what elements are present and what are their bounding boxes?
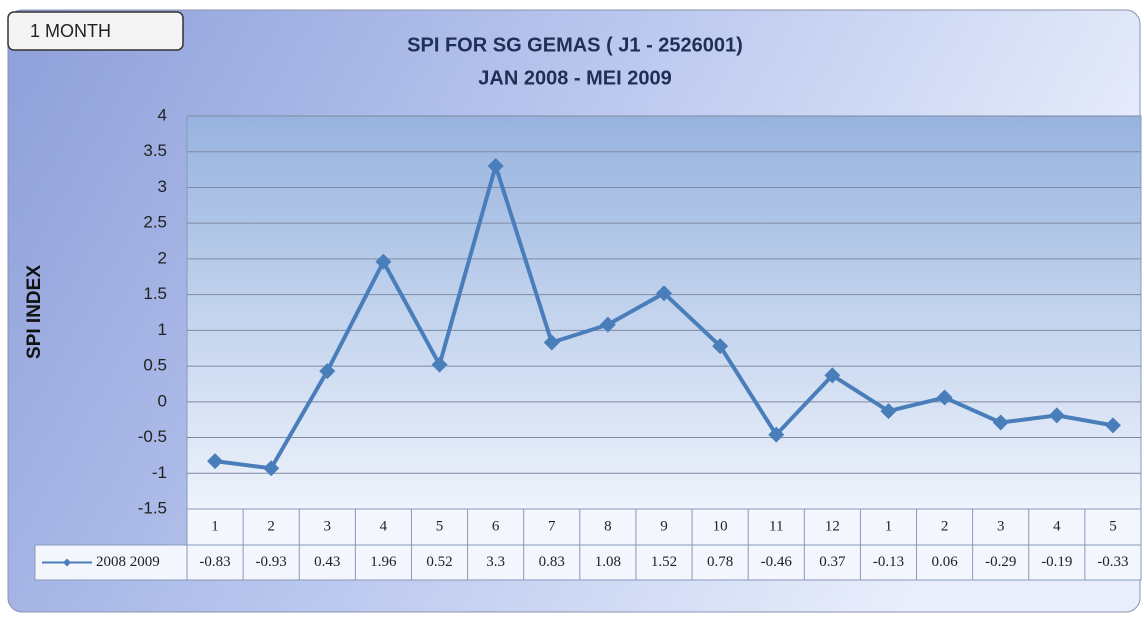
point-marker [1048, 407, 1065, 424]
y-tick-label: 4 [158, 105, 167, 124]
table-value: -0.93 [256, 554, 287, 570]
button-label[interactable]: 1 MONTH [30, 21, 111, 41]
table-value: -0.13 [873, 554, 904, 570]
table-value: 1.08 [595, 554, 621, 570]
y-tick-label: 0.5 [143, 356, 167, 375]
x-tick-label: 3 [324, 518, 332, 534]
y-axis-label: SPI INDEX [24, 265, 45, 359]
x-tick-label: 4 [380, 518, 388, 534]
x-tick-label: 2 [267, 518, 275, 534]
point-marker [263, 460, 280, 477]
button-box[interactable] [7, 11, 184, 51]
chart-title: SPI FOR SG GEMAS ( J1 - 2526001) [407, 34, 743, 56]
x-tick-label: 11 [769, 518, 783, 534]
table-value: -0.83 [199, 554, 230, 570]
x-tick-label: 8 [604, 518, 612, 534]
x-tick-label: 12 [825, 518, 840, 534]
y-tick-label: 0 [158, 391, 167, 410]
y-tick-label: 3.5 [143, 141, 167, 160]
point-marker [824, 367, 841, 384]
table-value: 0.37 [819, 554, 846, 570]
table-value: -0.33 [1097, 554, 1128, 570]
table-value: 1.96 [370, 554, 397, 570]
y-tick-label: -0.5 [138, 427, 167, 446]
legend-label: 2008 2009 [96, 554, 160, 570]
x-tick-label: 5 [436, 518, 444, 534]
y-tick-label: -1.5 [138, 498, 167, 517]
plot-area [186, 115, 1142, 510]
point-marker [992, 414, 1009, 431]
x-tick-label: 2 [941, 518, 949, 534]
table-value: 0.52 [426, 554, 452, 570]
point-marker [319, 363, 336, 380]
y-tick-label: 2.5 [143, 213, 167, 232]
x-tick-label: 4 [1053, 518, 1061, 534]
point-marker [656, 285, 672, 302]
point-marker [1104, 417, 1121, 434]
table-value: -0.29 [985, 554, 1016, 570]
table-value: 3.3 [486, 554, 505, 570]
y-tick-label: 2 [158, 248, 167, 267]
table-value: -0.19 [1041, 554, 1072, 570]
table-value: 0.83 [539, 554, 565, 570]
x-tick-label: 6 [492, 518, 500, 534]
table-value: 0.78 [707, 554, 733, 570]
point-marker [487, 158, 504, 175]
table-value: 0.06 [931, 554, 958, 570]
point-marker [936, 389, 953, 406]
chart-subtitle: JAN 2008 - MEI 2009 [478, 67, 671, 89]
x-tick-label: 1 [211, 518, 219, 534]
y-tick-label: 1 [158, 320, 167, 339]
range-button[interactable]: 1 MONTH [7, 11, 184, 51]
x-tick-label: 9 [660, 518, 668, 534]
point-marker [543, 334, 560, 351]
legend-marker [63, 558, 71, 567]
y-tick-label: 1.5 [143, 284, 167, 303]
y-tick-label: -1 [152, 463, 167, 482]
y-tick-label: 3 [158, 177, 167, 196]
x-tick-label: 1 [885, 518, 893, 534]
x-tick-label: 5 [1109, 518, 1117, 534]
point-marker [712, 338, 729, 355]
x-tick-label: 3 [997, 518, 1005, 534]
table-value: 0.43 [314, 554, 340, 570]
x-tick-label: 7 [548, 518, 556, 534]
point-marker [768, 426, 785, 443]
table-value: -0.46 [761, 554, 793, 570]
point-marker [880, 403, 897, 420]
point-marker [431, 356, 448, 373]
point-marker [207, 453, 224, 470]
table-value: 1.52 [651, 554, 677, 570]
x-tick-label: 10 [713, 518, 728, 534]
point-marker [375, 253, 392, 270]
point-marker [599, 316, 616, 333]
